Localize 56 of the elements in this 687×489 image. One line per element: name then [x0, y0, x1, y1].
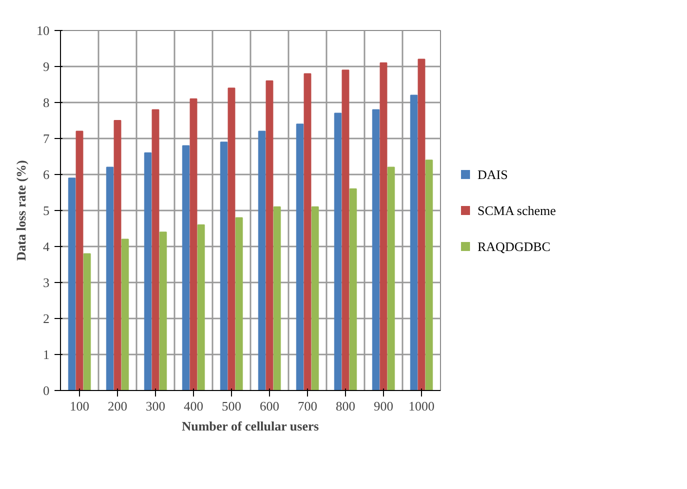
y-tick-label: 6 — [43, 167, 50, 182]
y-tick-label: 5 — [43, 203, 50, 218]
bar — [76, 130, 84, 390]
legend-label: SCMA scheme — [478, 203, 556, 218]
bar — [83, 253, 91, 390]
bar — [114, 120, 122, 390]
x-tick-label: 700 — [298, 398, 318, 414]
bar — [342, 70, 350, 390]
y-tick-label: 7 — [43, 131, 50, 146]
y-tick-label: 4 — [43, 239, 50, 254]
y-tick-label: 2 — [43, 311, 50, 326]
bar — [425, 160, 433, 390]
bar — [273, 206, 281, 390]
bar — [380, 62, 388, 390]
x-tick-label: 900 — [374, 398, 394, 414]
bar — [311, 206, 319, 390]
y-tick-label: 9 — [43, 59, 50, 74]
bar — [418, 58, 426, 390]
bar — [372, 109, 380, 390]
bar — [296, 124, 304, 390]
x-tick-label: 1000 — [408, 398, 434, 414]
bar — [258, 130, 266, 390]
bar — [182, 145, 190, 390]
bar — [152, 109, 160, 390]
bar — [220, 142, 228, 390]
x-tick-label: 400 — [184, 398, 204, 414]
bar — [228, 88, 236, 390]
x-axis-title: Number of cellular users — [182, 418, 319, 434]
legend-label: RAQDGDBC — [478, 239, 550, 254]
bar — [68, 178, 76, 390]
bar — [121, 238, 129, 390]
bar — [197, 224, 205, 390]
bar — [144, 152, 152, 390]
bar — [410, 94, 418, 390]
bar — [106, 166, 114, 390]
x-tick-label: 500 — [222, 398, 242, 414]
x-tick-label: 100 — [70, 398, 90, 414]
x-tick-label: 200 — [108, 398, 128, 414]
y-axis-title: Data loss rate (%) — [14, 160, 28, 261]
y-tick-label: 10 — [36, 23, 50, 38]
bar — [159, 232, 167, 390]
x-tick-label: 300 — [146, 398, 166, 414]
bar — [235, 217, 243, 390]
bar — [304, 73, 312, 390]
y-tick-label: 3 — [43, 275, 50, 290]
bar — [334, 112, 342, 390]
bar — [387, 166, 395, 390]
bar — [266, 80, 274, 390]
x-tick-label: 600 — [260, 398, 280, 414]
y-tick-label: 1 — [43, 347, 50, 362]
y-tick-label: 0 — [43, 383, 50, 398]
bar — [349, 188, 357, 390]
x-tick-label: 800 — [336, 398, 356, 414]
bar — [190, 98, 198, 390]
y-tick-label: 8 — [43, 95, 50, 110]
legend-label: DAIS — [478, 167, 508, 182]
